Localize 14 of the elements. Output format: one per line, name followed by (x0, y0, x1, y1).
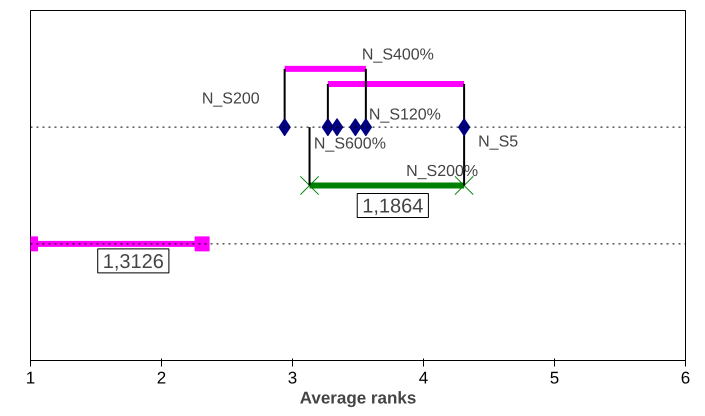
annotation: N_S5 (478, 134, 518, 151)
x-tick-label: 4 (418, 368, 428, 388)
x-tick-label: 5 (550, 368, 560, 388)
x-tick-label: 6 (680, 368, 690, 388)
annotation: N_S120% (368, 106, 441, 124)
annotation: 1,3126 (102, 250, 164, 273)
annotation: 1,1864 (362, 196, 424, 218)
x-tick-label: 3 (288, 368, 298, 388)
x-tick-label: 2 (156, 368, 166, 388)
annotation: N_S200 (202, 90, 260, 108)
annotation: N_S400% (362, 46, 434, 64)
x-axis-title: Average ranks (300, 388, 416, 408)
x-tick-label: 1 (26, 368, 36, 388)
annotation: N_S600% (314, 136, 386, 153)
